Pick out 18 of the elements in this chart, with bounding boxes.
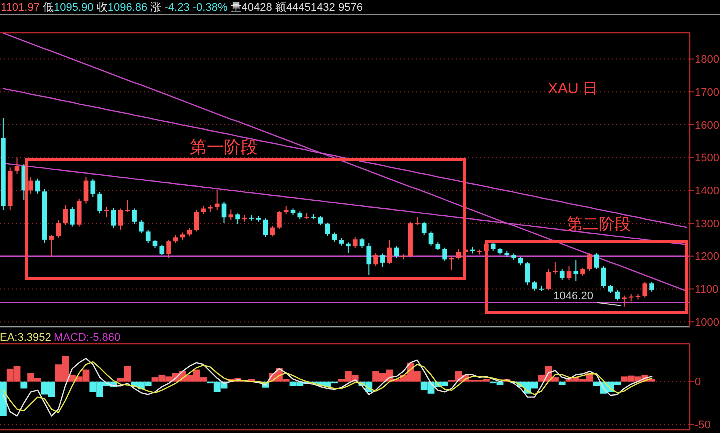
text: EA:3.3952: [0, 332, 52, 344]
text: XAU 日: [548, 80, 598, 98]
annotation: 第二阶段: [567, 216, 631, 234]
y-tick-label: 1300: [695, 218, 720, 230]
text: MACD:-5.860: [54, 332, 121, 344]
y-tick-label: 1800: [695, 54, 720, 66]
y-tick-label: 1400: [695, 186, 720, 198]
y-tick-label: 1500: [695, 152, 720, 165]
y-tick-label: 1600: [695, 120, 720, 132]
y-tick-label: 1000: [695, 316, 720, 329]
y-tick-label: 1200: [695, 251, 720, 264]
y-tick-label: 1100: [695, 284, 719, 296]
y-tick-label: 0: [695, 376, 702, 389]
y-tick-label: -50: [695, 420, 711, 432]
annotation: 第一阶段: [190, 138, 258, 157]
annotation: 1046.20: [554, 290, 594, 303]
text: 1101.97 低1095.90 收1096.86 涨 -4.23 -0.38% 量40428 额44451432 9576: [1, 2, 363, 14]
y-tick-label: 1700: [695, 86, 720, 99]
